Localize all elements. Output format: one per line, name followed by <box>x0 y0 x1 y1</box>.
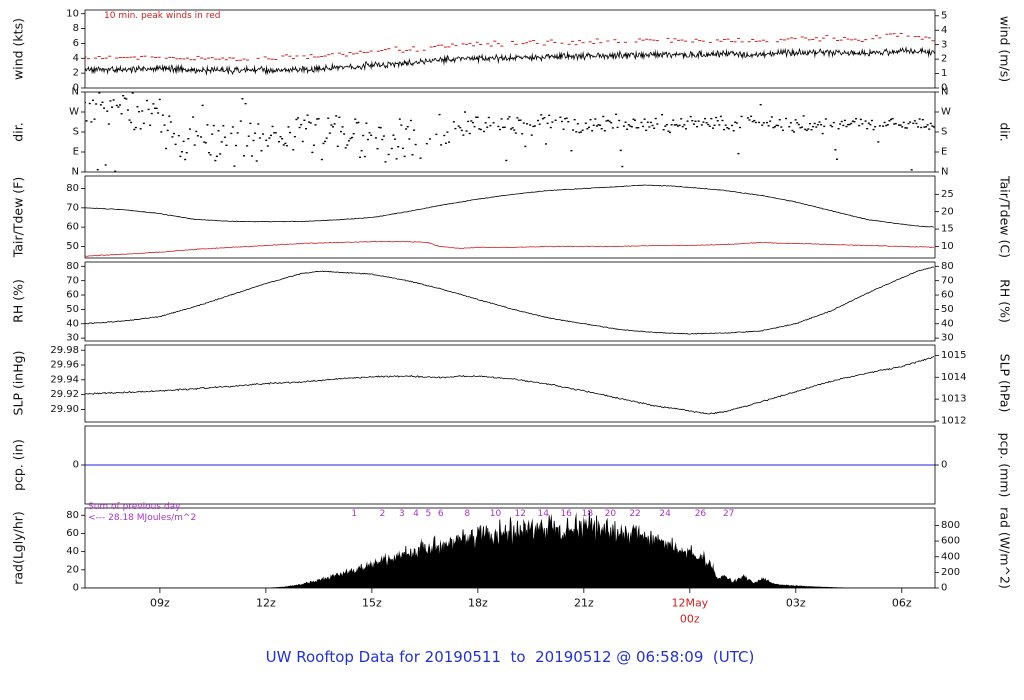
radiation-sum-value: <--- 28.18 MJoules/m^2 <box>88 513 197 523</box>
ylabel-dir-right: dir. <box>997 122 1013 142</box>
ylabel-tair-c: Tair/Tdew (C) <box>997 176 1013 258</box>
ylabel-slp-hpa: SLP (hPa) <box>997 353 1013 413</box>
ylabel-slp-inhg: SLP (inHg) <box>10 350 26 416</box>
ylabel-rad-lgly: rad(Lgly/hr) <box>10 511 26 585</box>
figure-title: UW Rooftop Data for 20190511 to 20190512… <box>265 648 755 666</box>
peak-winds-note: 10 min. peak winds in red <box>104 11 221 21</box>
ylabel-rad-wm2: rad (W/m^2) <box>997 507 1013 589</box>
ylabel-wind-kts: wind (kts) <box>10 18 26 80</box>
ylabel-pcp-mm: pcp. (mm) <box>997 432 1013 498</box>
ylabel-tair-f: Tair/Tdew (F) <box>10 176 26 258</box>
ylabel-pcp-in: pcp. (in) <box>10 439 26 491</box>
ylabel-dir-left: dir. <box>10 122 26 142</box>
radiation-sum-label: Sum of previous day <box>88 502 181 512</box>
ylabel-rh-left: RH (%) <box>10 279 26 323</box>
ylabel-rh-right: RH (%) <box>997 279 1013 323</box>
ylabel-wind-ms: wind (m/s) <box>997 15 1013 83</box>
